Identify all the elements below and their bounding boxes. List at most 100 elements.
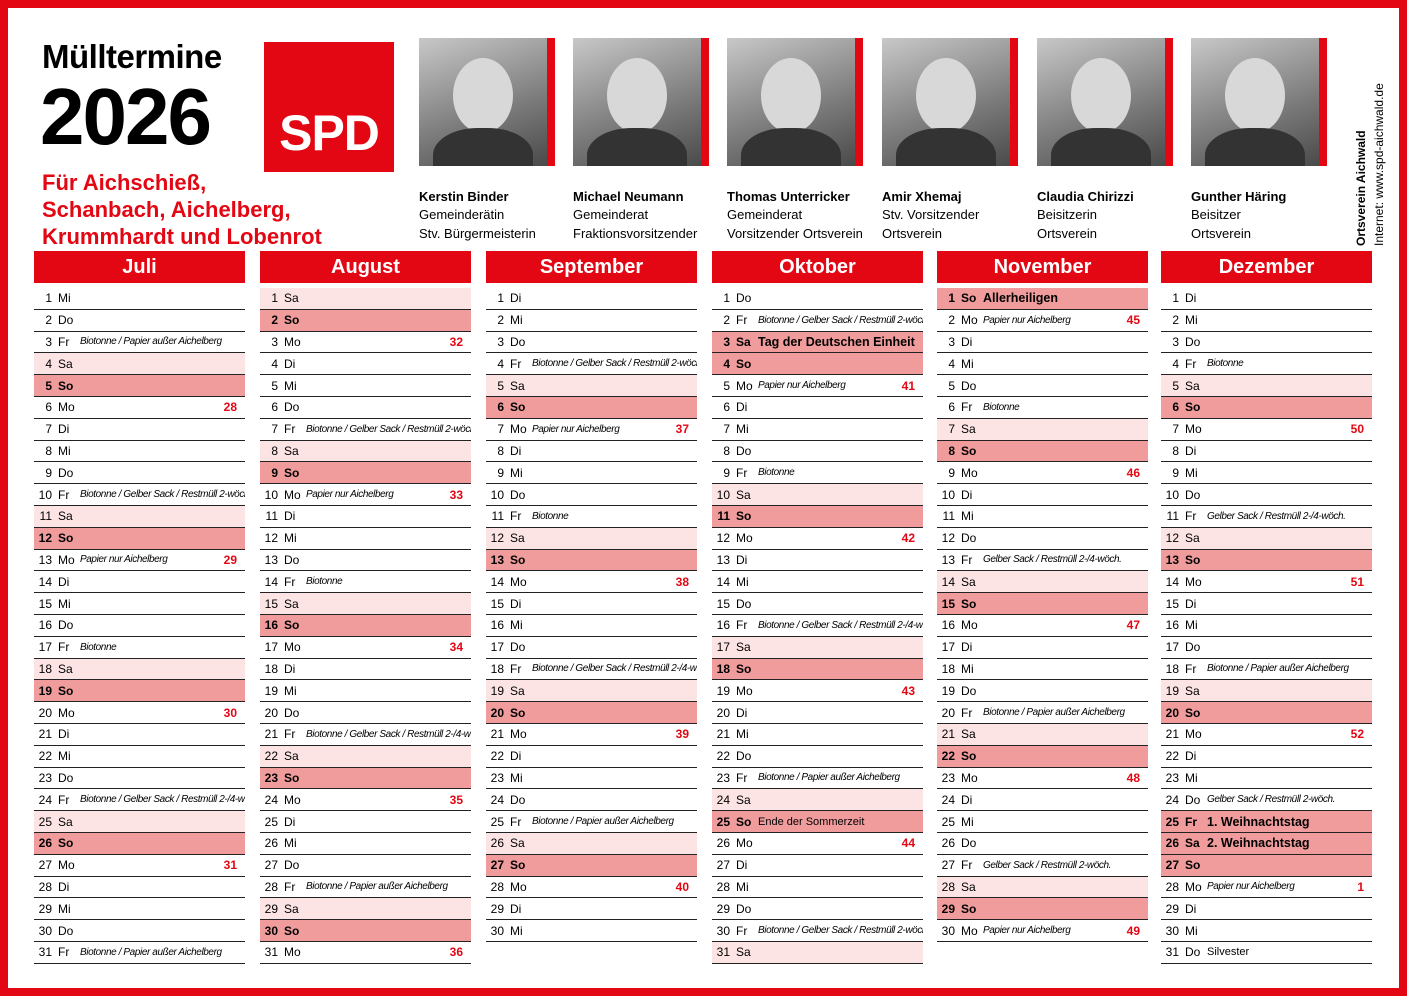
day-number: 7 [497, 422, 504, 437]
day-row: 24 Do Gelber Sack / Restmüll 2-wöch. [1161, 789, 1372, 812]
weekday: Do [58, 465, 74, 480]
weekday: Do [1185, 945, 1201, 960]
day-row: 31 Sa [712, 942, 923, 964]
person-role: Beisitzerin [1037, 207, 1097, 222]
weekday: Mo [510, 574, 527, 589]
day-number: 2 [723, 313, 730, 328]
day-number: 31 [716, 945, 730, 960]
day-number: 22 [941, 749, 955, 764]
weekday: So [961, 291, 977, 306]
day-row: 6 Fr Biotonne [937, 397, 1148, 419]
day-number: 31 [1165, 945, 1179, 960]
weekday: Mo [1185, 422, 1202, 437]
day-row: 20 So [1161, 702, 1372, 724]
photo [882, 38, 1010, 166]
week-number: 31 [223, 858, 237, 873]
weekday: Do [736, 901, 752, 916]
day-row: 9 Fr Biotonne [712, 462, 923, 485]
day-number: 27 [941, 858, 955, 873]
note: Ende der Sommerzeit [758, 815, 865, 828]
day-row: 24 Di [937, 789, 1148, 812]
weekday: Sa [58, 356, 73, 371]
weekday: Do [961, 378, 977, 393]
day-row: 10 Di [937, 484, 1148, 506]
weekday: Mo [510, 727, 527, 742]
week-number: 50 [1350, 422, 1364, 437]
day-number: 16 [941, 618, 955, 633]
month-header: September [486, 251, 697, 283]
day-number: 25 [490, 814, 504, 829]
weekday: So [736, 356, 752, 371]
week-number: 32 [449, 334, 463, 349]
weekday: Mi [736, 422, 749, 437]
side-web: Internet: www.spd-aichwald.de [1372, 83, 1386, 246]
day-number: 6 [497, 400, 504, 415]
day-number: 14 [941, 574, 955, 589]
day-row: 12 Sa [486, 527, 697, 550]
day-row: 10 Mo Papier nur Aichelberg 33 [260, 484, 471, 506]
weekday: So [284, 313, 300, 328]
day-row: 21 Fr Biotonne / Gelber Sack / Restmüll 2-… [260, 724, 471, 746]
weekday: Mo [284, 640, 301, 655]
day-row: 9 Do [34, 462, 245, 485]
day-number: 8 [948, 443, 955, 458]
photo-head [916, 58, 976, 133]
day-row: 6 Mo 28 [34, 397, 245, 419]
day-row: 11 Mi [937, 506, 1148, 528]
day-number: 17 [716, 640, 730, 655]
day-row: 7 Fr Biotonne / Gelber Sack / Restmüll 2-w… [260, 419, 471, 441]
day-number: 21 [941, 727, 955, 742]
day-number: 11 [265, 509, 278, 524]
weekday: Sa [1185, 683, 1200, 698]
day-row: 28 Mi [712, 877, 923, 899]
person-name: Thomas Unterricker [727, 189, 850, 204]
day-row: 13 Di [712, 550, 923, 572]
note: Biotonne / Gelber Sack / Restmüll 2-wöch… [758, 314, 923, 326]
weekday: Mi [736, 574, 749, 589]
weekday: Fr [1185, 509, 1197, 524]
weekday: Di [58, 422, 70, 437]
day-row: 29 Do [712, 898, 923, 921]
day-row: 28 Fr Biotonne / Papier außer Aichelberg [260, 877, 471, 899]
person-name: Kerstin Binder [419, 189, 509, 204]
weekday: Sa [961, 422, 976, 437]
day-row: 11 Fr Biotonne [486, 506, 697, 528]
day-number: 15 [264, 596, 278, 611]
photo [1191, 38, 1319, 166]
day-number: 24 [264, 792, 278, 807]
week-number: 47 [1126, 618, 1140, 633]
year: 2026 [40, 72, 212, 161]
day-row: 26 So [34, 833, 245, 855]
photo-body [587, 128, 687, 166]
day-row: 29 Sa [260, 898, 471, 921]
weekday: Fr [510, 814, 522, 829]
weekday: Mo [58, 858, 75, 873]
day-number: 25 [716, 814, 730, 829]
weekday: Sa [284, 443, 299, 458]
weekday: Do [736, 596, 752, 611]
day-row: 26 Sa 2. Weihnachtstag [1161, 833, 1372, 855]
weekday: Di [58, 727, 70, 742]
day-number: 23 [716, 770, 730, 785]
day-number: 18 [264, 661, 278, 676]
photo-head [607, 58, 667, 133]
week-number: 34 [449, 640, 463, 655]
weekday: Do [510, 640, 526, 655]
day-row: 4 So [712, 353, 923, 376]
week-number: 43 [901, 683, 915, 698]
day-number: 18 [490, 661, 504, 676]
weekday: Mi [284, 378, 297, 393]
day-row: 17 Fr Biotonne [34, 637, 245, 659]
day-row: 8 Mi [34, 441, 245, 463]
day-row: 2 Fr Biotonne / Gelber Sack / Restmüll 2-w… [712, 310, 923, 332]
weekday: Sa [284, 596, 299, 611]
day-number: 28 [38, 879, 52, 894]
weekday: Sa [736, 487, 751, 502]
weekday: So [510, 400, 526, 415]
person-role: Ortsverein [882, 226, 942, 241]
weekday: Mo [284, 334, 301, 349]
weekday: Fr [736, 313, 748, 328]
day-number: 13 [941, 552, 955, 567]
day-number: 11 [39, 509, 52, 524]
weekday: Do [58, 923, 74, 938]
